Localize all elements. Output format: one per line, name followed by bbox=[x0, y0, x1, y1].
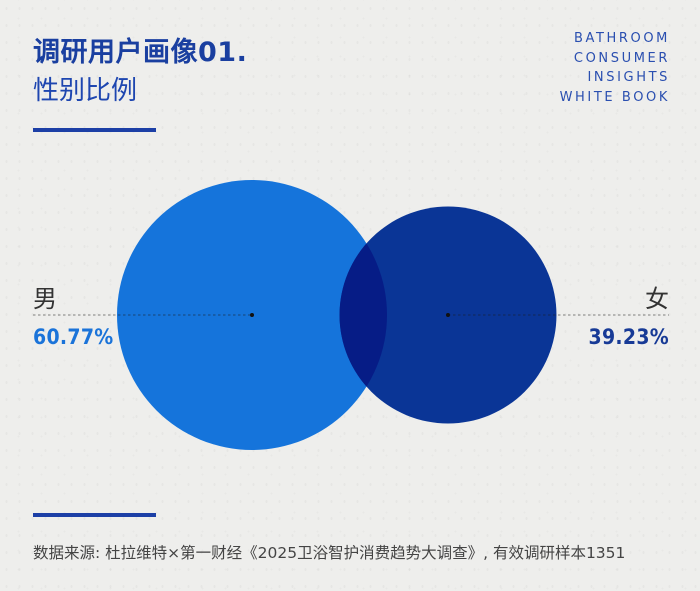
male-center-dot bbox=[250, 313, 254, 317]
page-subtitle: 性别比例 bbox=[33, 76, 138, 106]
book-line: BATHROOM bbox=[573, 31, 670, 46]
white-book-title: BATHROOM CONSUMER INSIGHTS WHITE BOOK bbox=[560, 29, 670, 107]
male-percentage: 60.77% bbox=[33, 325, 114, 349]
book-line: INSIGHTS bbox=[587, 70, 670, 85]
female-label: 女 bbox=[645, 285, 669, 313]
page-title: 调研用户画像01. bbox=[33, 37, 248, 68]
female-percentage: 39.23% bbox=[588, 325, 669, 349]
footer-rule bbox=[33, 513, 156, 517]
book-line: WHITE BOOK bbox=[559, 89, 670, 105]
female-center-dot bbox=[446, 313, 450, 317]
title-underline bbox=[33, 128, 156, 132]
data-source-note: 数据来源: 杜拉维特×第一财经《2025卫浴智护消费趋势大调查》, 有效调研样本… bbox=[33, 544, 626, 562]
book-line: CONSUMER bbox=[573, 50, 670, 66]
male-label: 男 bbox=[33, 285, 57, 313]
